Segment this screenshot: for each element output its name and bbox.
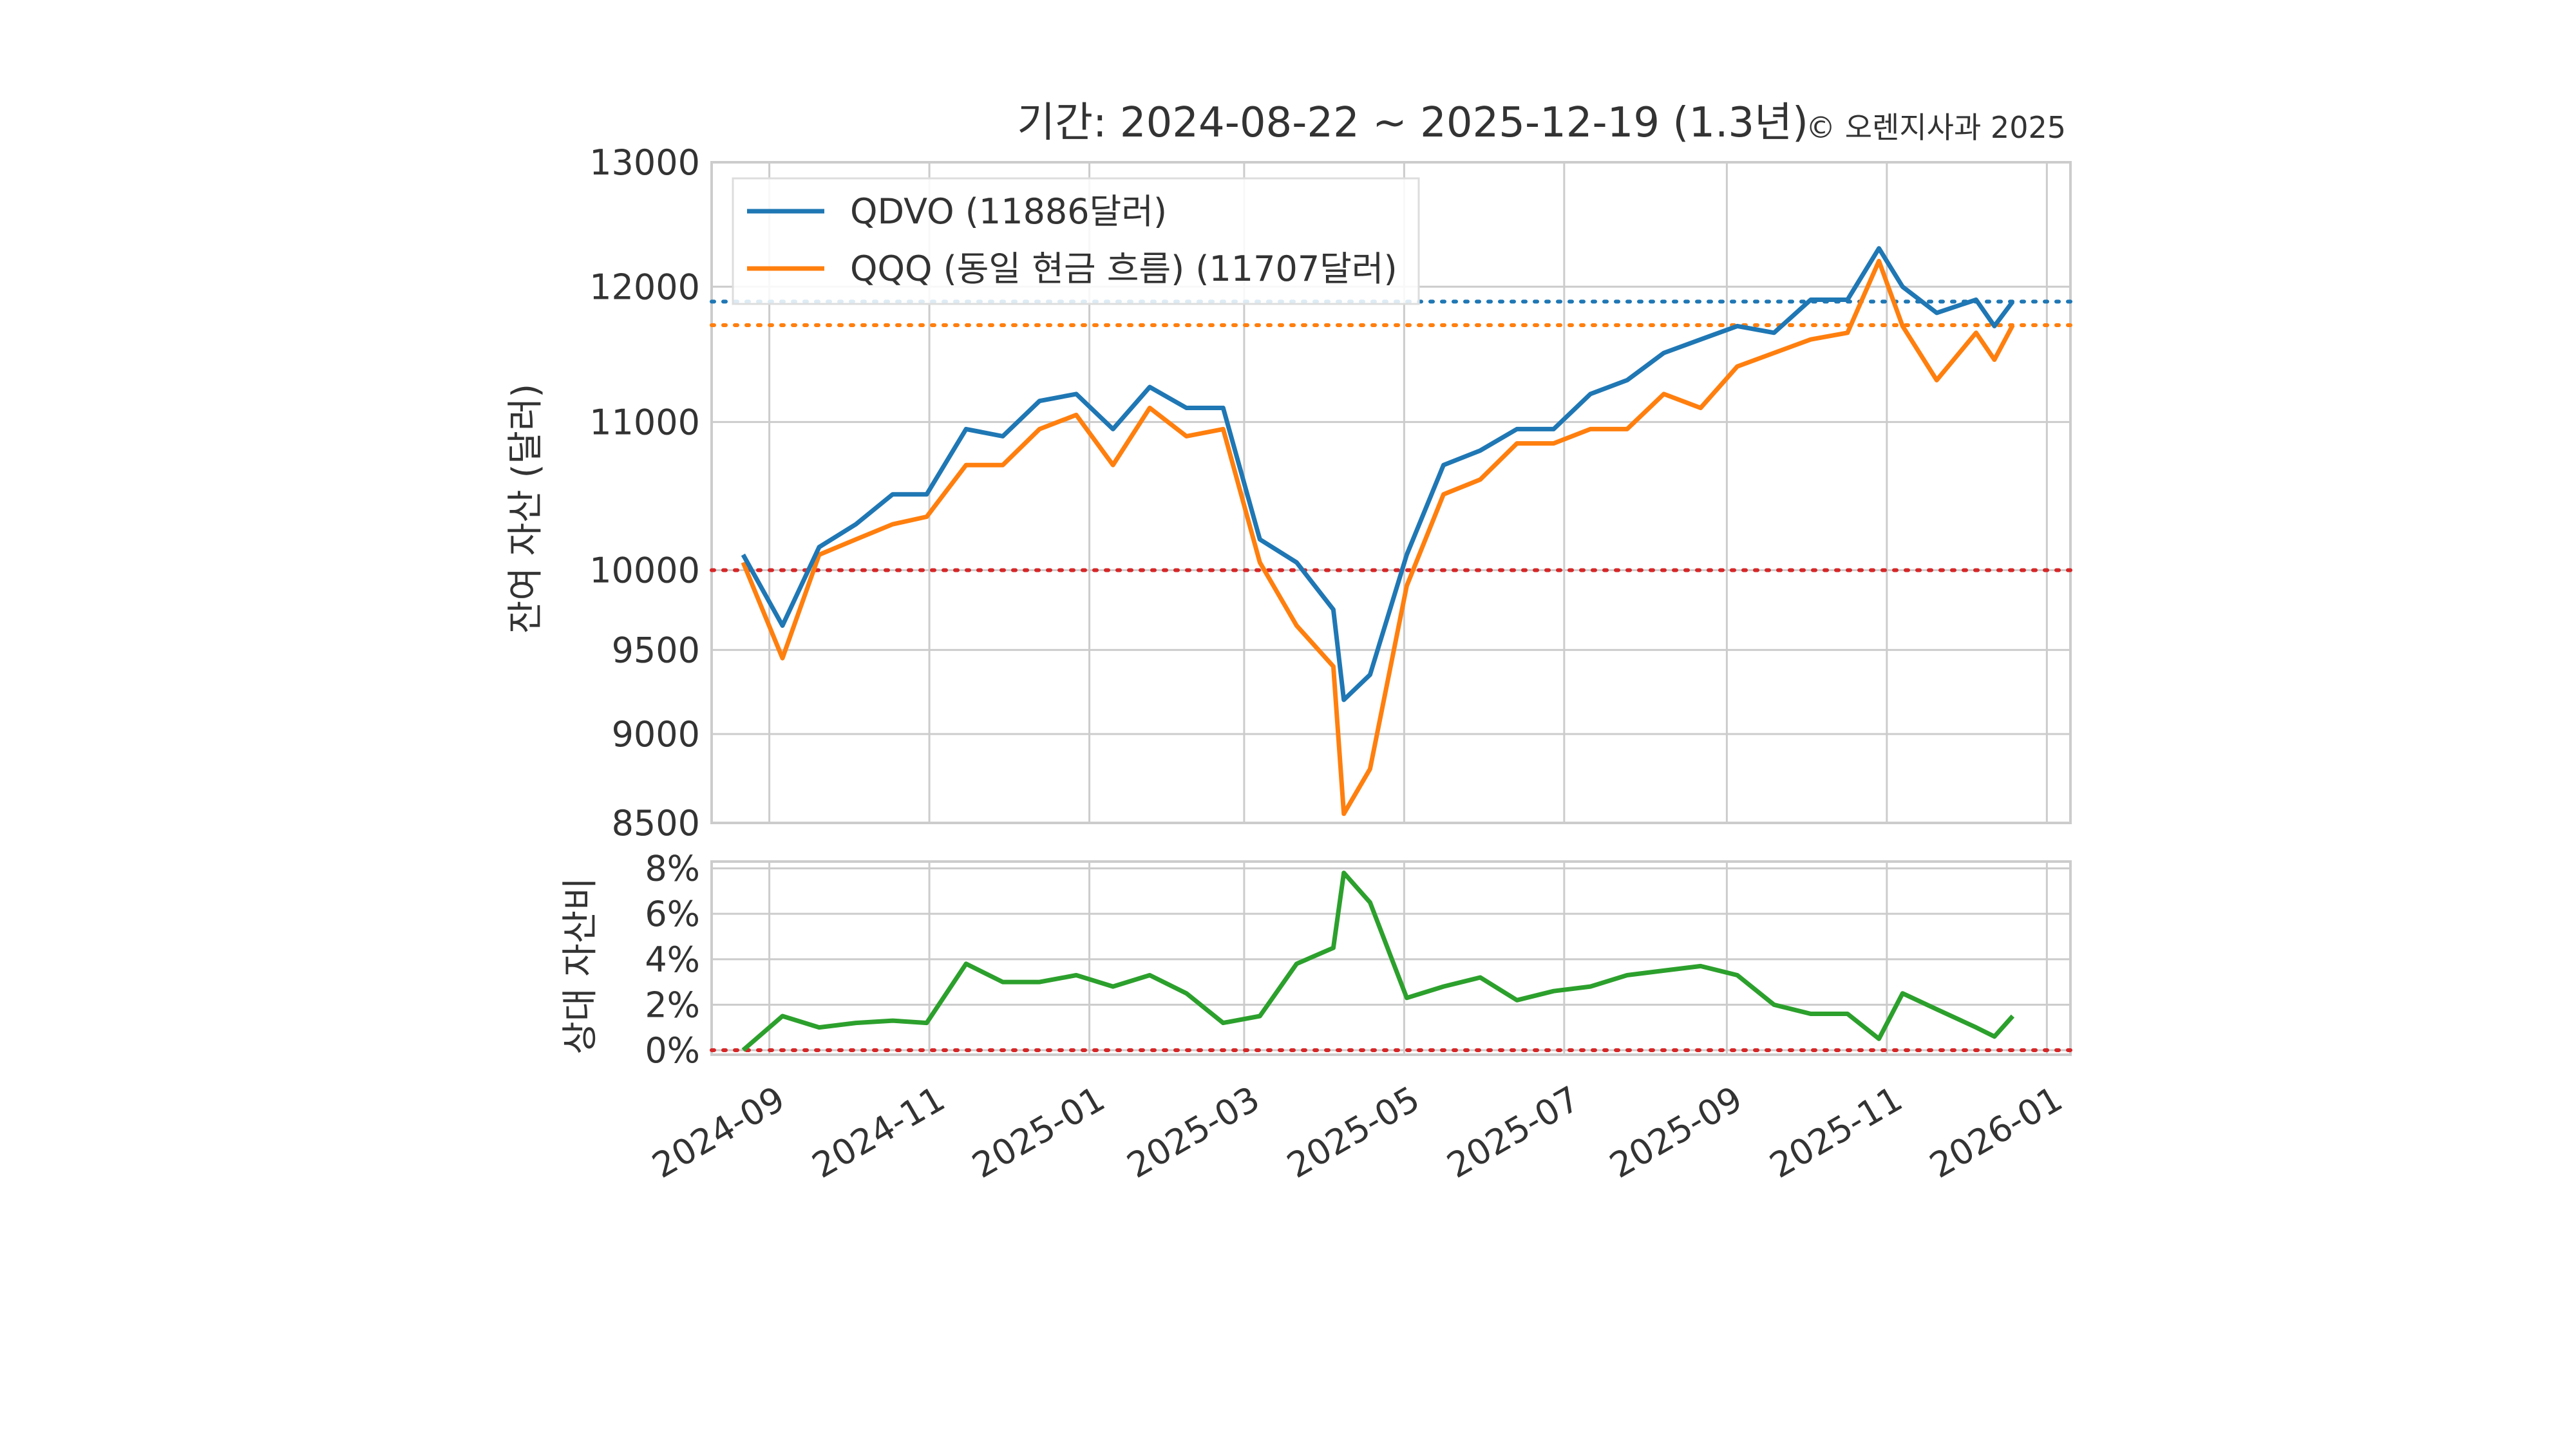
main-y-tick-label: 8500: [612, 803, 700, 844]
chart-title: 기간: 2024-08-22 ~ 2025-12-19 (1.3년): [1017, 99, 1808, 147]
legend-label-qqq: QQQ (동일 현금 흐름) (11707달러): [850, 249, 1397, 289]
x-tick-label: 2025-03: [1120, 1079, 1266, 1186]
main-y-tick-label: 13000: [589, 142, 700, 183]
ratio-y-tick-label: 6%: [645, 894, 700, 934]
series-line-relative-ratio: [741, 871, 2015, 1052]
legend-box: [732, 177, 1420, 305]
ratio-y-tick-label: 0%: [645, 1030, 700, 1071]
main-panel-frame: [710, 161, 2072, 824]
x-tick-label: 2025-09: [1603, 1079, 1749, 1186]
x-tick-label: 2024-11: [806, 1079, 952, 1186]
main-y-tick-label: 11000: [589, 402, 700, 442]
ratio-panel-lines: [710, 871, 2072, 1052]
x-tick-label: 2025-05: [1280, 1079, 1426, 1186]
main-y-tick-label: 9500: [612, 630, 700, 670]
main-y-tick-label: 9000: [612, 714, 700, 755]
series-line-qdvo: [741, 246, 2015, 702]
main-panel-lines: [710, 246, 2072, 816]
main-y-axis-title: 잔여 자산 (달러): [505, 384, 547, 634]
series-line-qqq: [741, 258, 2015, 816]
x-tick-label: 2025-11: [1763, 1079, 1909, 1186]
x-tick-label: 2025-01: [965, 1079, 1112, 1186]
ratio-y-axis-title: 상대 자산비: [560, 877, 601, 1054]
copyright-text: © 오렌지사과 2025: [1806, 110, 2066, 145]
ratio-y-tick-label: 2%: [645, 985, 700, 1025]
x-tick-label: 2025-07: [1440, 1079, 1586, 1186]
ratio-y-tick-label: 8%: [645, 849, 700, 889]
main-y-tick-label: 12000: [589, 267, 700, 307]
x-tick-label: 2024-09: [645, 1079, 791, 1186]
ratio-y-tick-label: 4%: [645, 939, 700, 980]
ratio-panel-frame: [710, 860, 2072, 1056]
x-tick-label: 2026-01: [1923, 1079, 2069, 1186]
main-y-tick-label: 10000: [589, 551, 700, 591]
legend-label-qdvo: QDVO (11886달러): [850, 191, 1167, 232]
legend: QDVO (11886달러) QQQ (동일 현금 흐름) (11707달러): [732, 177, 1420, 305]
main-panel-grid: [710, 161, 2072, 824]
